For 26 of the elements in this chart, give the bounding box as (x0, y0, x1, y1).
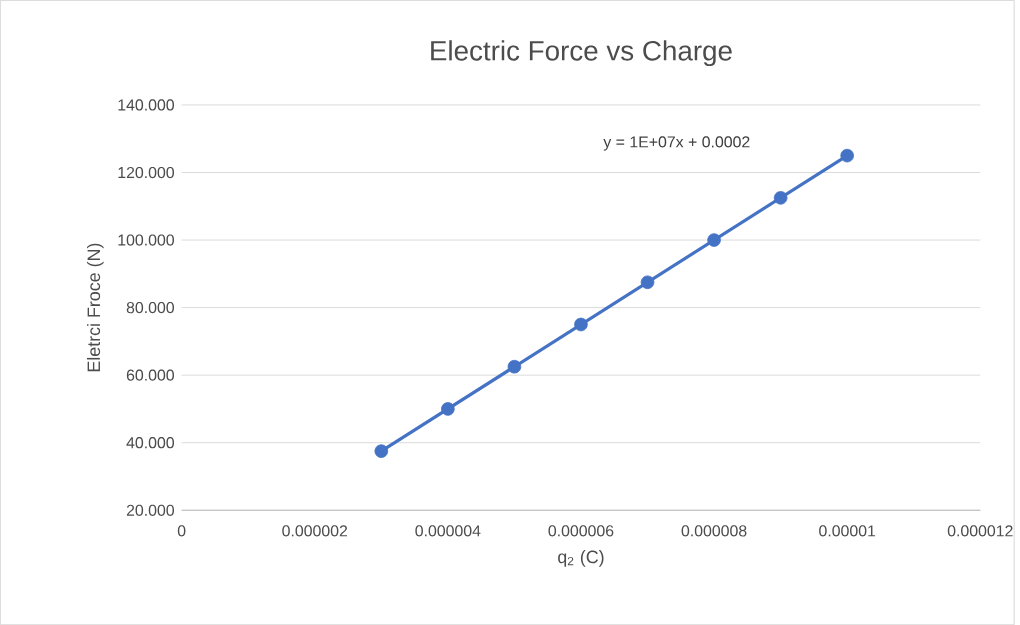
x-tick-label: 0.000012 (947, 525, 1013, 537)
point (640, 275, 655, 289)
point (840, 148, 854, 163)
x-tick-label: 0.000004 (415, 525, 481, 537)
y-tick-label: 100.000 (118, 234, 175, 246)
x-tick-label: 0 (177, 525, 186, 537)
x-axis-title: q$_{2}$ (C) (558, 550, 604, 567)
annotation: y = 1E+07x + 0.0002 (603, 136, 750, 151)
y-tick-label: 20.000 (126, 504, 175, 516)
y-tick-label: 140.000 (118, 99, 175, 111)
y-tick-label: 80.000 (126, 301, 175, 314)
chart-title: Electric Force vs Charge (431, 40, 732, 67)
point (707, 233, 721, 247)
point (773, 190, 788, 205)
y-tick-label: 120.000 (118, 166, 175, 179)
point (507, 359, 522, 374)
y-tick-label: 40.000 (126, 437, 175, 449)
point (441, 402, 455, 416)
x-tick-label: 0.00001 (819, 525, 876, 537)
point (374, 444, 389, 458)
x-tick-label: 0.000006 (548, 525, 614, 537)
point (574, 317, 588, 332)
x-tick-label: 0.000002 (282, 525, 348, 537)
y-axis-title: Eletrci Froce (N) (86, 243, 104, 372)
x-tick-label: 0.000008 (681, 525, 747, 537)
y-tick-label: 60.000 (126, 369, 175, 381)
